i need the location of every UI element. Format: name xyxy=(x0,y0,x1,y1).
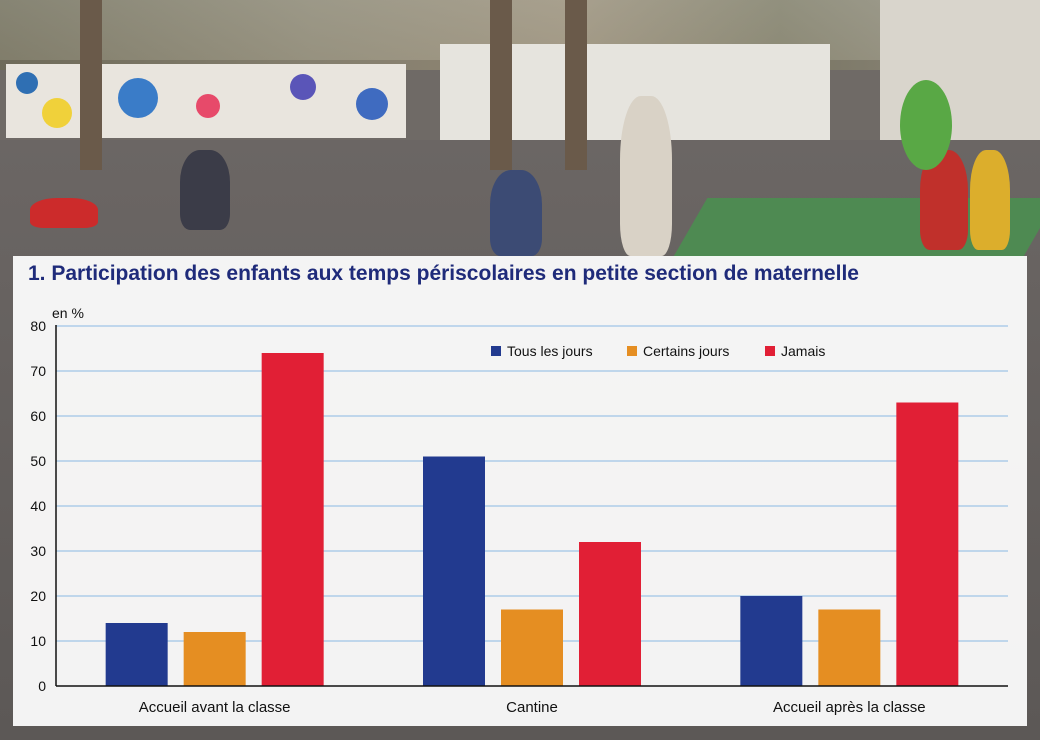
category-label: Cantine xyxy=(506,699,558,716)
y-tick-label: 60 xyxy=(30,408,46,424)
bar xyxy=(261,353,324,686)
bars xyxy=(105,353,959,686)
legend-swatch xyxy=(765,346,775,356)
y-tick-label: 10 xyxy=(30,633,46,649)
bar xyxy=(183,632,246,686)
category-label: Accueil après la classe xyxy=(773,699,926,716)
legend-label: Certains jours xyxy=(643,343,729,359)
chart-title: 1. Participation des enfants aux temps p… xyxy=(28,262,859,285)
y-axis-unit-label: en % xyxy=(52,305,84,321)
bar xyxy=(740,596,803,686)
legend-swatch xyxy=(627,346,637,356)
y-tick-label: 20 xyxy=(30,588,46,604)
bar xyxy=(501,609,563,686)
bar xyxy=(896,402,959,686)
bar xyxy=(818,609,881,686)
y-tick-labels: 0 10 20 30 40 50 60 70 80 xyxy=(30,318,46,694)
y-tick-label: 40 xyxy=(30,498,46,514)
legend: Tous les jours Certains jours Jamais xyxy=(491,343,825,359)
legend-label: Tous les jours xyxy=(507,343,593,359)
bar xyxy=(105,623,168,686)
legend-label: Jamais xyxy=(781,343,825,359)
y-tick-label: 80 xyxy=(30,318,46,334)
bar xyxy=(423,456,485,686)
y-tick-label: 50 xyxy=(30,453,46,469)
y-tick-label: 0 xyxy=(38,678,46,694)
y-tick-label: 70 xyxy=(30,363,46,379)
gridlines xyxy=(56,325,1008,642)
y-tick-label: 30 xyxy=(30,543,46,559)
category-label: Accueil avant la classe xyxy=(139,699,291,716)
legend-swatch xyxy=(491,346,501,356)
category-labels: Accueil avant la classe Cantine Accueil ap… xyxy=(139,699,926,716)
bar xyxy=(579,542,641,686)
